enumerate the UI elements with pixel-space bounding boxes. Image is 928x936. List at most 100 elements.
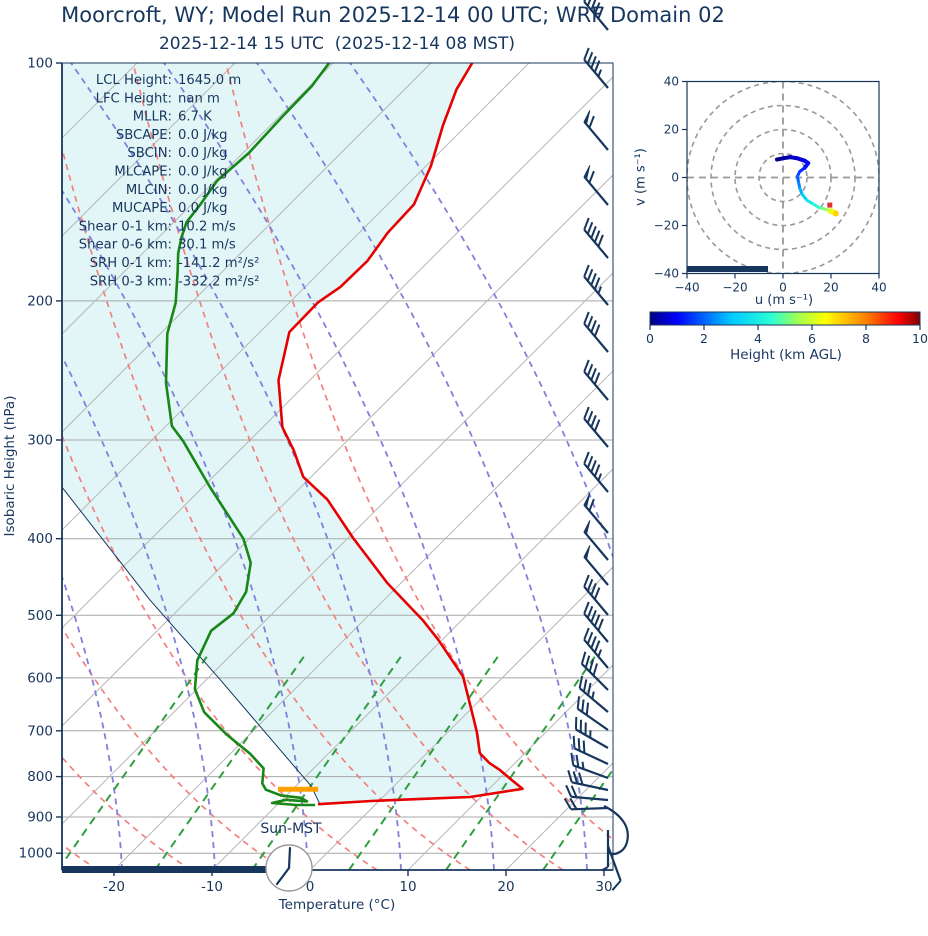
moist-adiabat-line: [349, 63, 613, 560]
wind-barb: [606, 845, 622, 891]
skewt-x-axis-label: Temperature (°C): [278, 897, 396, 913]
x-tick-label: 20: [497, 879, 514, 895]
wind-barb: [583, 47, 609, 89]
valid-time-subtitle: 2025-12-14 15 UTC (2025-12-14 08 MST): [158, 34, 516, 54]
hodograph-x-axis-label: u (m s⁻¹): [754, 293, 814, 308]
isotherm-line: [505, 762, 613, 870]
dry-adiabat-line: [62, 145, 471, 870]
stat-label-6: MLCIN:: [126, 183, 172, 198]
y-tick-label: 200: [27, 293, 53, 309]
surface-bar: [62, 866, 267, 873]
stat-label-7: MUCAPE:: [112, 201, 172, 216]
hodograph-v-tick-label: −40: [654, 267, 679, 281]
hodograph-v-tick-label: −20: [654, 219, 679, 233]
stat-value-2: 6.7 K: [178, 110, 212, 125]
wind-barb: [583, 545, 609, 586]
mixing-ratio-line: [62, 654, 209, 867]
isotherm-line: [113, 370, 613, 870]
hodograph-v-tick-label: 40: [664, 75, 679, 89]
stat-label-0: LCL Height:: [96, 73, 172, 88]
dry-adiabat-line: [62, 433, 378, 870]
hodograph-u-tick-label: −20: [722, 281, 747, 295]
page-title: Moorcroft, WY; Model Run 2025-12-14 00 U…: [61, 3, 725, 27]
wind-barb: [583, 359, 609, 401]
stat-value-6: 0.0 J/kg: [178, 183, 228, 198]
stat-label-4: SBCIN:: [127, 146, 172, 161]
wind-barb: [570, 752, 609, 780]
moist-adiabat-line: [70, 63, 402, 870]
y-tick-label: 900: [27, 810, 53, 826]
skewt-y-axis-label: Isobaric Height (hPa): [2, 395, 18, 537]
moist-adiabat-line: [62, 354, 216, 870]
isotherm-line: [62, 63, 530, 531]
stat-value-7: 0.0 J/kg: [178, 201, 228, 216]
colorbar-tick-label: 10: [912, 331, 928, 346]
stat-label-8: Shear 0-1 km:: [79, 219, 172, 234]
wind-barb: [567, 770, 609, 792]
stat-value-5: 0.0 J/kg: [178, 165, 228, 180]
hodograph-v-tick-label: 0: [671, 171, 679, 185]
y-tick-label: 700: [27, 723, 53, 739]
stat-value-10: -141.2 m²/s²: [178, 256, 259, 271]
height-colorbar: 0 2 4 6 8 10: [646, 311, 928, 346]
sun-mst-label: Sun-MST: [260, 821, 322, 837]
moist-adiabat-line: [256, 63, 588, 870]
y-tick-label: 100: [27, 56, 53, 72]
x-tick-label: 0: [306, 879, 315, 895]
wind-barb: [580, 651, 609, 691]
x-tick-label: -20: [103, 879, 125, 895]
stat-value-0: 1645.0 m: [178, 73, 241, 88]
hodograph-u-tick-label: 0: [779, 281, 787, 295]
isotherm-line: [62, 63, 334, 335]
colorbar-tick-label: 4: [754, 331, 762, 346]
clock-icon: [265, 844, 313, 892]
stat-label-11: SRH 0-3 km:: [90, 274, 172, 289]
storm-motion-marker: [827, 202, 833, 208]
isotherm-line: [62, 63, 236, 237]
wind-barb: [583, 574, 609, 616]
wind-barb: [583, 451, 609, 493]
x-tick-label: 10: [399, 879, 416, 895]
stat-label-5: MLCAPE:: [114, 165, 172, 180]
wind-barb: [572, 735, 609, 765]
dewpoint-curve: [164, 63, 331, 807]
dry-adiabat-line: [225, 63, 613, 841]
wind-barb: [583, 0, 609, 31]
cin-shade-region: [62, 63, 523, 805]
hodograph-u-tick-label: 20: [823, 281, 838, 295]
wind-barb: [601, 830, 610, 872]
isotherm-line: [407, 664, 613, 870]
moist-adiabat-line: [163, 63, 495, 870]
isotherm-line: [62, 174, 613, 727]
wind-barb: [578, 675, 609, 713]
wind-barb: [576, 696, 609, 731]
mixing-ratio-line: [640, 655, 790, 870]
wind-barb: [583, 165, 609, 206]
y-tick-label: 600: [27, 670, 53, 686]
stat-value-1: nan m: [178, 91, 220, 106]
colorbar-label: Height (km AGL): [730, 347, 842, 363]
stat-label-9: Shear 0-6 km:: [79, 238, 172, 253]
wind-barb: [583, 627, 609, 669]
wind-barb: [583, 493, 609, 534]
y-tick-label: 500: [27, 608, 53, 624]
wind-barb: [583, 406, 609, 448]
hodograph-u-tick-label: −40: [674, 281, 699, 295]
y-tick-label: 300: [27, 433, 53, 449]
mixing-ratio-line: [251, 654, 403, 870]
stat-value-3: 0.0 J/kg: [178, 128, 228, 143]
mixing-ratio-line: [445, 654, 597, 870]
stat-label-2: MLLR:: [133, 110, 172, 125]
wind-barb: [583, 217, 609, 259]
colorbar-tick-label: 0: [646, 331, 654, 346]
skewt-plot-area: [62, 63, 790, 870]
temperature-curve: [277, 63, 524, 806]
hodograph-bottom-bar: [687, 266, 768, 272]
dry-adiabat-line: [62, 625, 285, 870]
x-tick-label: 30: [595, 879, 612, 895]
wind-barb: [583, 601, 609, 643]
wind-barb: [583, 264, 609, 306]
isotherm-line: [309, 566, 613, 870]
